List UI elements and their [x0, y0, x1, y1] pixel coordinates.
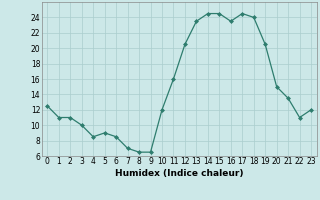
X-axis label: Humidex (Indice chaleur): Humidex (Indice chaleur)	[115, 169, 244, 178]
